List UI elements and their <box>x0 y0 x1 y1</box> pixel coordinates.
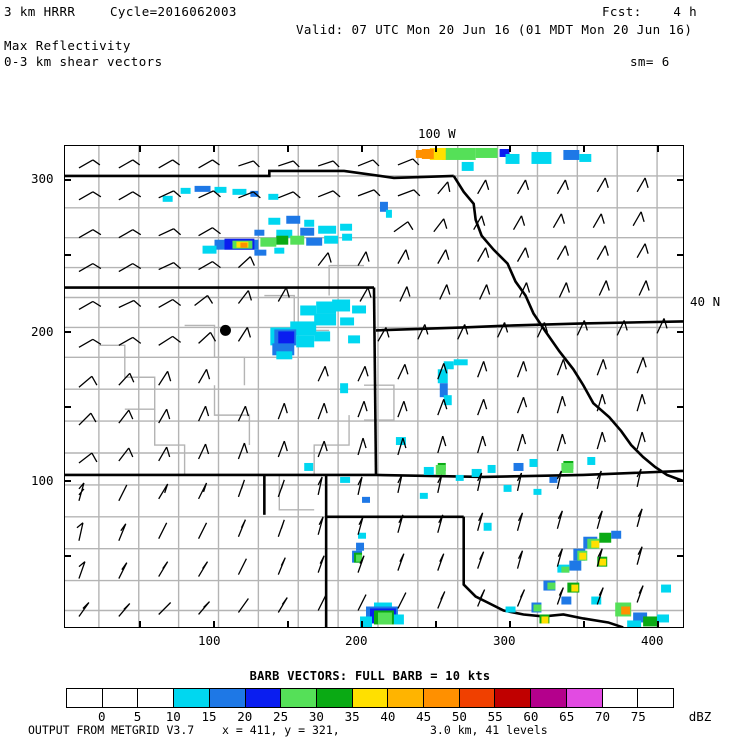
colorbar-tick: 20 <box>237 709 253 724</box>
colorbar-tick: 70 <box>594 709 610 724</box>
x-tick-300: 300 <box>493 633 516 648</box>
map-plot-area[interactable] <box>64 145 684 628</box>
reflectivity-field <box>162 147 672 627</box>
colorbar-tick: 55 <box>487 709 503 724</box>
colorbar-tick: 0 <box>97 709 106 724</box>
colorbar-swatch <box>566 689 603 707</box>
colorbar-tick: 25 <box>273 709 289 724</box>
valid-time-label: Valid: 07 UTC Mon 20 Jun 16 (01 MDT Mon … <box>296 22 693 37</box>
grid-dimensions-label: x = 411, y = 321, <box>222 723 340 737</box>
x-tick-400: 400 <box>641 633 664 648</box>
colorbar-tick: 60 <box>523 709 539 724</box>
colorbar-swatch <box>424 689 460 707</box>
barb-legend-title: BARB VECTORS: FULL BARB = 10 kts <box>249 669 491 683</box>
x-tick-200: 200 <box>345 633 368 648</box>
x-tick-100: 100 <box>198 633 221 648</box>
colorbar-tick: 35 <box>344 709 360 724</box>
y-tick-300: 300 <box>31 171 54 186</box>
smoothing-label: sm= 6 <box>630 54 670 69</box>
latitude-label: 40 N <box>690 294 721 309</box>
y-tick-200: 200 <box>31 324 54 339</box>
echo-central-nebraska <box>202 215 353 256</box>
colorbar-tick: 75 <box>630 709 646 724</box>
shear-vector-barbs <box>76 158 668 617</box>
colorbar-swatch <box>388 689 425 707</box>
field-secondary-label: 0-3 km shear vectors <box>4 54 163 69</box>
colorbar-swatch <box>174 689 210 707</box>
echo-northeast-colorado <box>270 299 367 394</box>
cycle-label: Cycle=2016062003 <box>110 4 237 19</box>
field-primary-label: Max Reflectivity <box>4 38 131 53</box>
echo-north-nebraska-band <box>162 185 279 202</box>
echo-oklahoma-cluster <box>505 530 672 627</box>
state-borders <box>65 169 683 627</box>
model-label: 3 km HRRR <box>4 4 76 19</box>
colorbar-swatch <box>352 689 389 707</box>
colorbar-swatch <box>245 689 282 707</box>
map-svg <box>65 146 683 627</box>
reflectivity-colorbar[interactable] <box>66 688 674 708</box>
echo-east-nebraska <box>304 201 468 471</box>
echo-kansas-scattered <box>419 456 596 499</box>
colorbar-tick: 65 <box>559 709 575 724</box>
colorbar-swatch <box>138 689 175 707</box>
county-borders <box>65 146 683 627</box>
colorbar-tick: 40 <box>380 709 396 724</box>
colorbar-swatch <box>209 689 246 707</box>
colorbar-tick: 10 <box>165 709 181 724</box>
colorbar-tick: 30 <box>308 709 324 724</box>
y-tick-100: 100 <box>31 473 54 488</box>
colorbar-swatch <box>638 689 673 707</box>
colorbar-tick: 50 <box>451 709 467 724</box>
colorbar-swatch <box>531 689 567 707</box>
colorbar-swatch <box>281 689 317 707</box>
echo-ne-corner <box>415 147 592 171</box>
echo-texas-panhandle <box>340 476 492 627</box>
forecast-hour-label: Fcst: 4 h <box>602 4 698 19</box>
colorbar-tick: 45 <box>416 709 432 724</box>
resolution-label: 3.0 km, 41 levels <box>430 723 548 737</box>
station-marker <box>219 324 231 336</box>
colorbar-units-label: dBZ <box>688 709 712 724</box>
colorbar-tick: 15 <box>201 709 217 724</box>
colorbar-tick: 5 <box>133 709 142 724</box>
colorbar-swatch <box>602 689 639 707</box>
colorbar-swatch <box>316 689 353 707</box>
output-source-label: OUTPUT FROM METGRID V3.7 <box>28 723 195 737</box>
longitude-label: 100 W <box>418 126 456 141</box>
colorbar-swatch <box>459 689 496 707</box>
colorbar-swatch <box>495 689 532 707</box>
colorbar-swatch <box>67 689 103 707</box>
colorbar-swatch <box>102 689 139 707</box>
